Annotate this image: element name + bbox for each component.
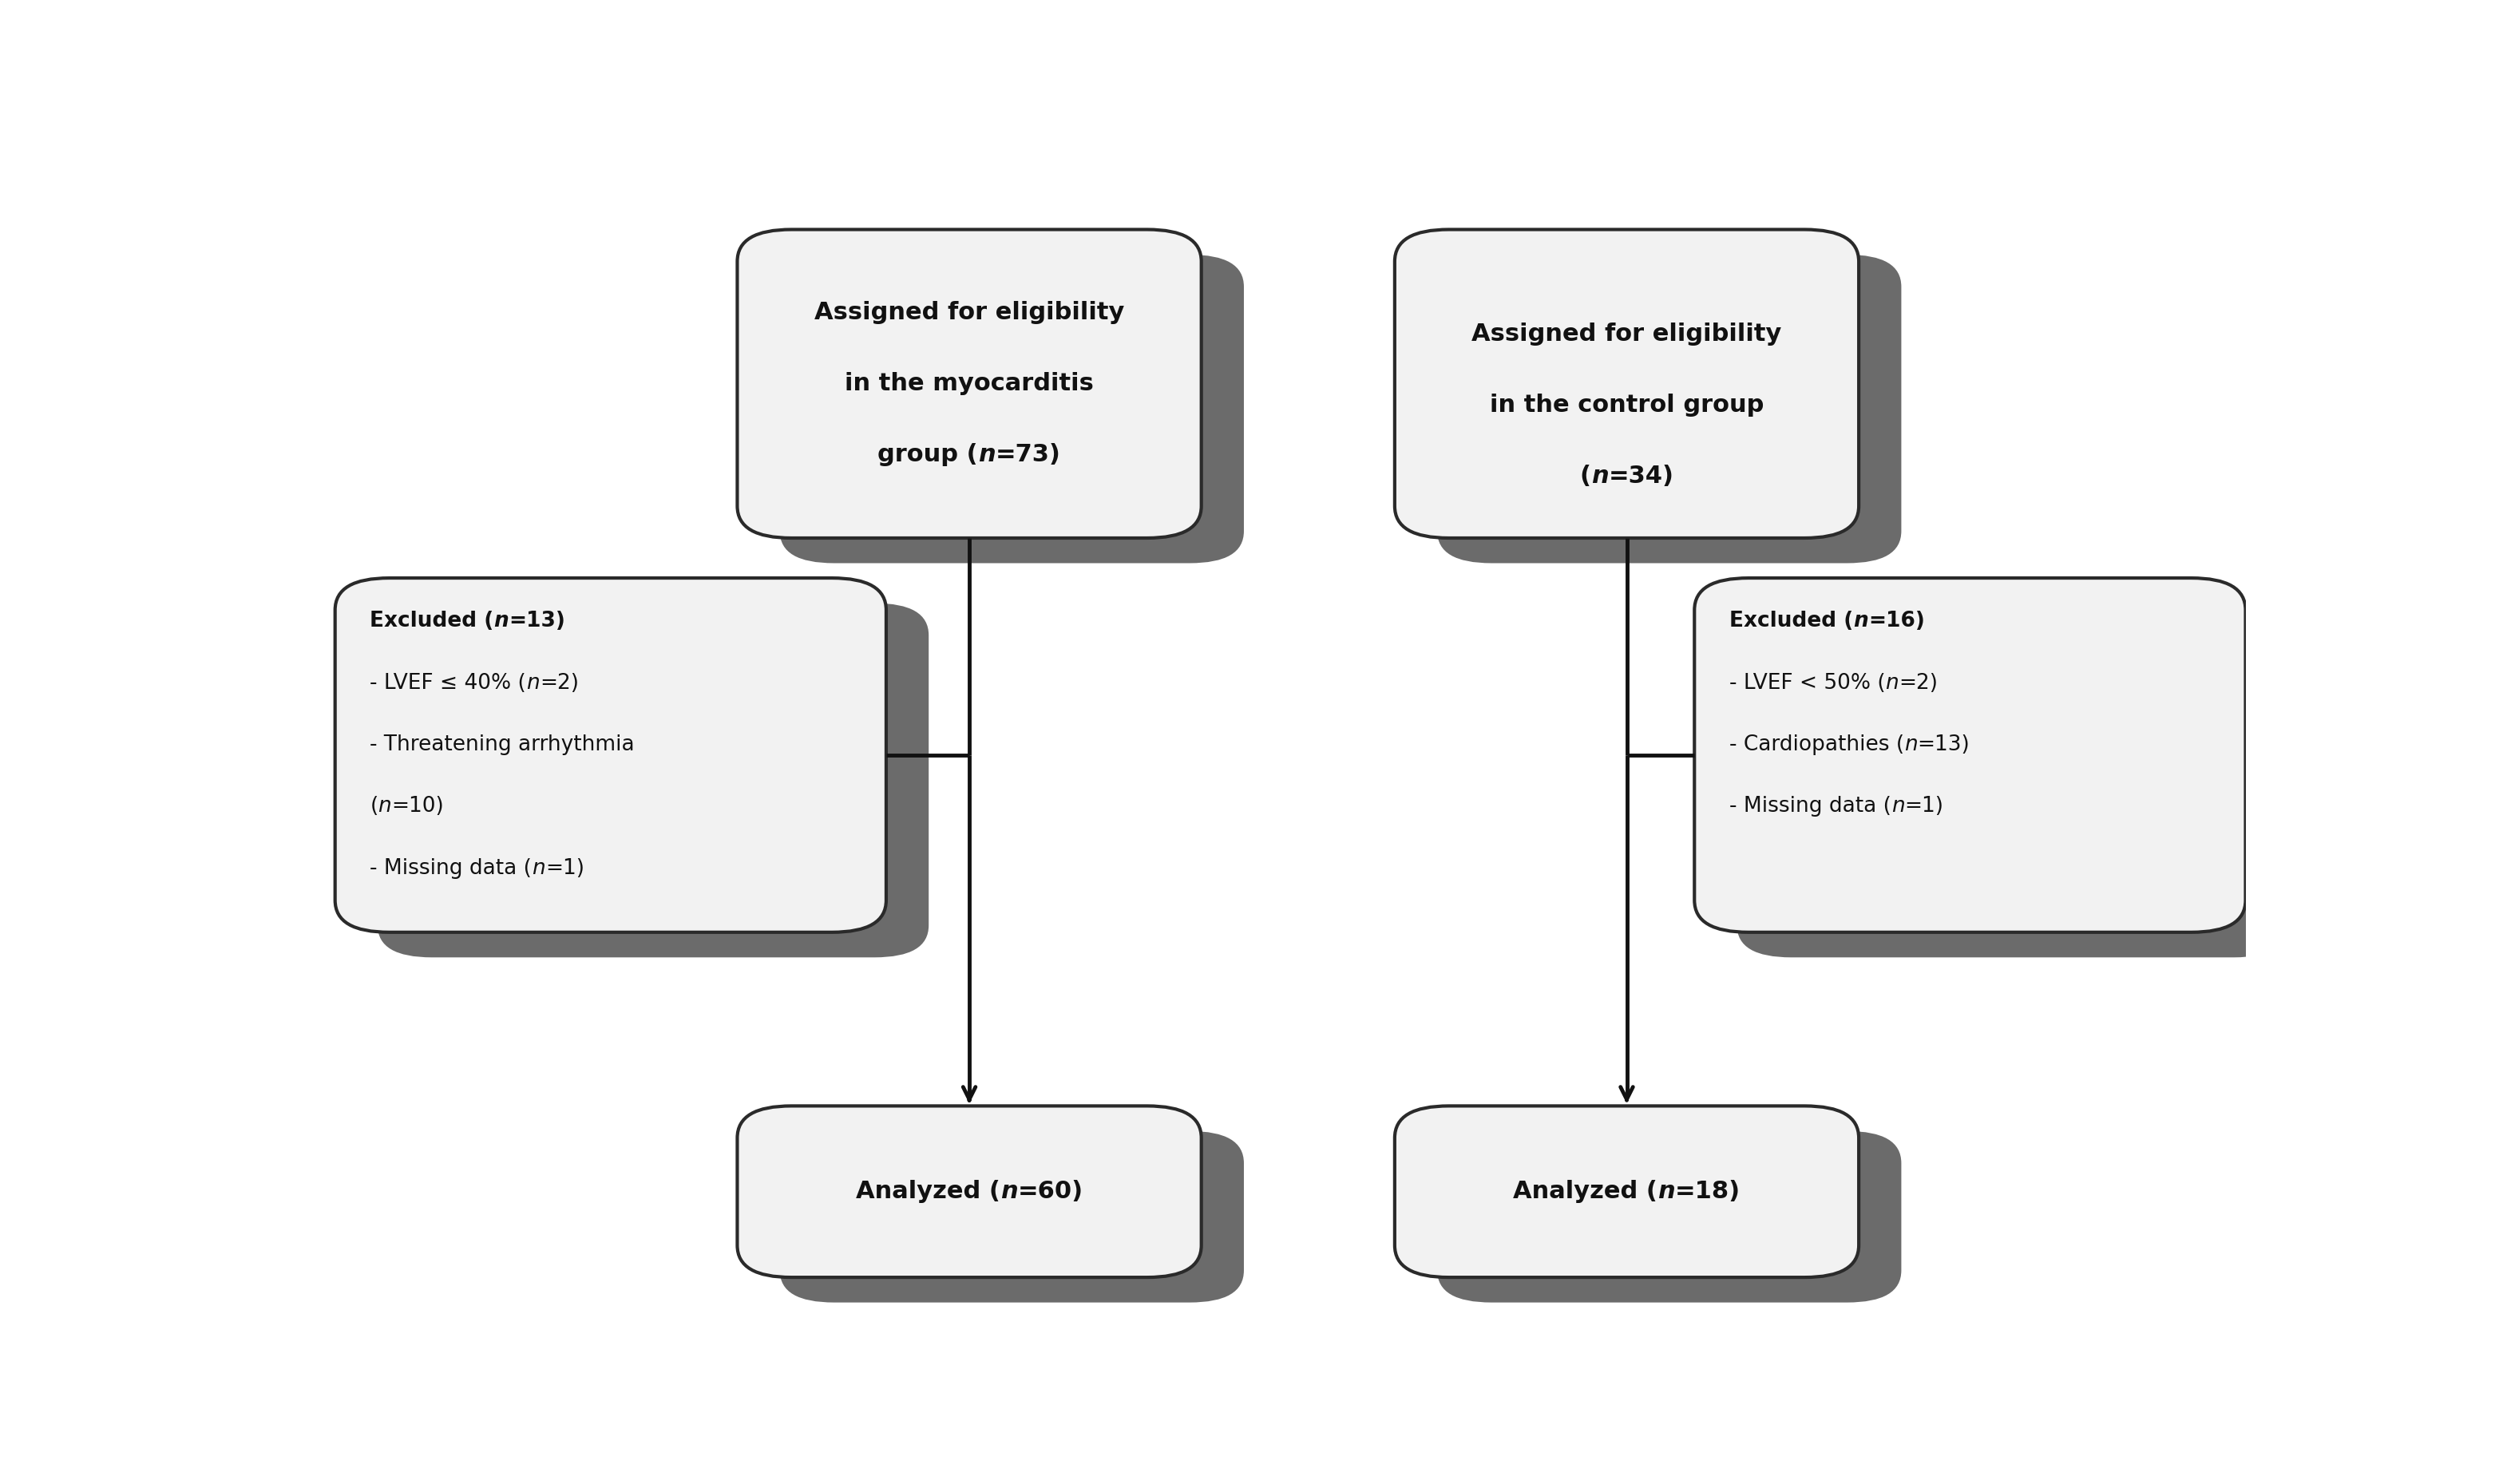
FancyBboxPatch shape <box>781 1131 1245 1303</box>
Text: =18): =18) <box>1674 1180 1742 1204</box>
Text: - LVEF ≤ 40% (: - LVEF ≤ 40% ( <box>369 672 526 693</box>
Text: Excluded (: Excluded ( <box>1729 611 1854 632</box>
Text: =2): =2) <box>1899 672 1939 693</box>
Text: =13): =13) <box>509 611 566 632</box>
Text: n: n <box>1657 1180 1674 1204</box>
Text: Assigned for eligibility: Assigned for eligibility <box>1472 322 1781 346</box>
Text: =13): =13) <box>1919 735 1971 755</box>
Text: n: n <box>1891 797 1904 816</box>
Text: group (: group ( <box>878 444 978 466</box>
Text: =10): =10) <box>392 797 444 816</box>
Text: =1): =1) <box>546 858 584 879</box>
Text: =2): =2) <box>539 672 579 693</box>
Text: n: n <box>531 858 546 879</box>
Text: (: ( <box>369 797 379 816</box>
FancyBboxPatch shape <box>781 255 1245 562</box>
FancyBboxPatch shape <box>1395 230 1859 539</box>
FancyBboxPatch shape <box>1437 1131 1901 1303</box>
FancyBboxPatch shape <box>1437 255 1901 562</box>
Text: n: n <box>1000 1180 1018 1204</box>
FancyBboxPatch shape <box>739 230 1203 539</box>
Text: - Threatening arrhythmia: - Threatening arrhythmia <box>369 735 634 755</box>
Text: =16): =16) <box>1869 611 1924 632</box>
FancyBboxPatch shape <box>377 603 928 957</box>
Text: n: n <box>379 797 392 816</box>
FancyBboxPatch shape <box>739 1106 1203 1278</box>
Text: - Missing data (: - Missing data ( <box>1729 797 1891 816</box>
FancyBboxPatch shape <box>334 579 886 932</box>
Text: in the myocarditis: in the myocarditis <box>846 372 1093 395</box>
FancyBboxPatch shape <box>1694 579 2246 932</box>
Text: n: n <box>526 672 539 693</box>
Text: n: n <box>1854 611 1869 632</box>
Text: n: n <box>1904 735 1919 755</box>
Text: - Missing data (: - Missing data ( <box>369 858 531 879</box>
Text: n: n <box>978 444 996 466</box>
Text: =73): =73) <box>996 444 1060 466</box>
Text: (: ( <box>1579 464 1592 487</box>
Text: =60): =60) <box>1018 1180 1083 1204</box>
FancyBboxPatch shape <box>1737 603 2288 957</box>
Text: Assigned for eligibility: Assigned for eligibility <box>813 301 1125 325</box>
Text: n: n <box>494 611 509 632</box>
Text: - Cardiopathies (: - Cardiopathies ( <box>1729 735 1904 755</box>
Text: n: n <box>1592 464 1609 487</box>
Text: =34): =34) <box>1609 464 1674 487</box>
FancyBboxPatch shape <box>1395 1106 1859 1278</box>
Text: - LVEF < 50% (: - LVEF < 50% ( <box>1729 672 1886 693</box>
Text: Analyzed (: Analyzed ( <box>856 1180 1000 1204</box>
Text: in the control group: in the control group <box>1490 393 1764 417</box>
Text: n: n <box>1886 672 1899 693</box>
Text: Excluded (: Excluded ( <box>369 611 494 632</box>
Text: Analyzed (: Analyzed ( <box>1512 1180 1657 1204</box>
Text: =1): =1) <box>1904 797 1944 816</box>
